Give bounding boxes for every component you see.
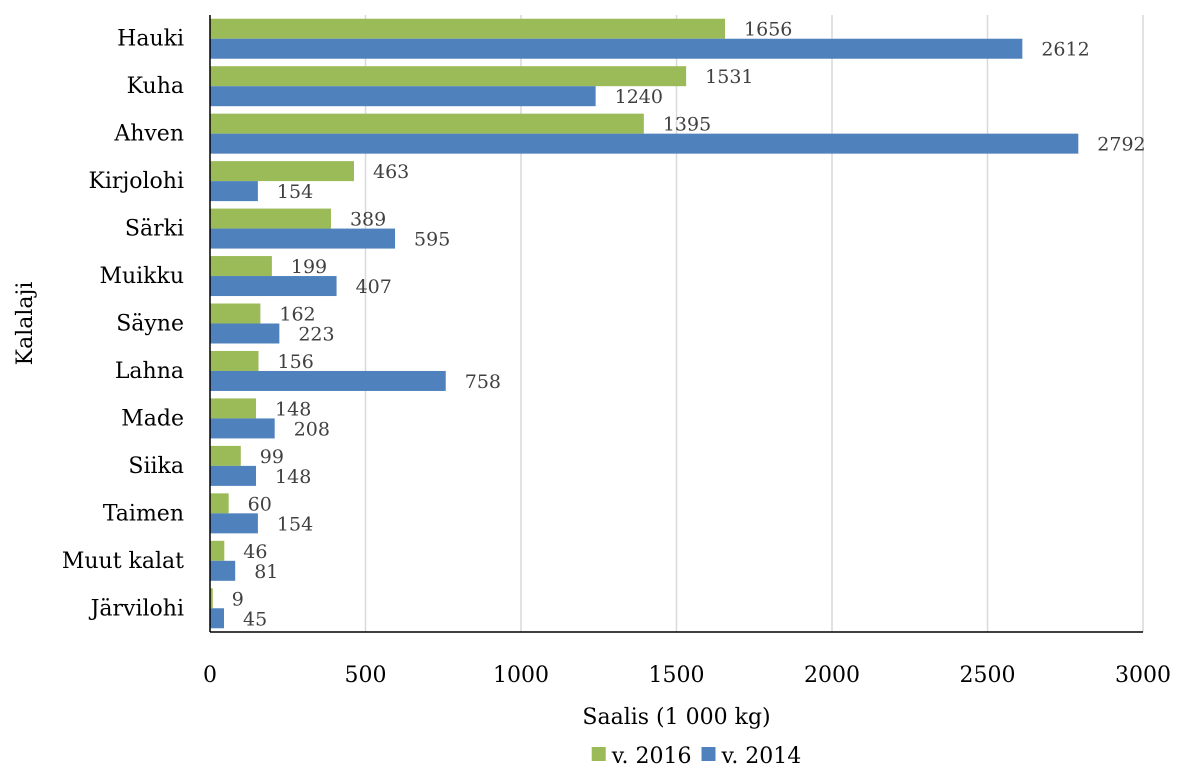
- x-axis-title: Saalis (1 000 kg): [582, 705, 770, 730]
- bar-series2: [210, 181, 258, 202]
- bar-series1: [210, 113, 644, 134]
- bar-series2: [210, 465, 257, 486]
- data-label: 389: [350, 209, 386, 231]
- data-label: 407: [356, 276, 392, 298]
- category-label: Ahven: [113, 122, 184, 147]
- x-tick-label: 2500: [960, 663, 1016, 688]
- category-label: Muikku: [99, 264, 184, 289]
- bar-series2: [210, 513, 258, 534]
- category-label: Siika: [128, 454, 184, 479]
- bar-series1: [210, 493, 229, 514]
- data-label: 46: [243, 541, 267, 563]
- bars: [210, 18, 1079, 629]
- bar-series1: [210, 398, 257, 419]
- bar-series1: [210, 540, 225, 561]
- data-label: 2612: [1041, 39, 1089, 61]
- bar-series1: [210, 256, 272, 277]
- bar-series1: [210, 66, 687, 87]
- category-label: Muut kalat: [62, 549, 184, 574]
- x-tick-label: 2000: [804, 663, 860, 688]
- data-label: 154: [277, 513, 313, 535]
- data-label: 595: [414, 229, 450, 251]
- data-label: 60: [248, 493, 272, 515]
- data-label: 1395: [663, 114, 711, 136]
- data-label: 2792: [1097, 134, 1145, 156]
- data-label: 199: [291, 256, 327, 278]
- category-label: Made: [121, 406, 184, 431]
- bar-series2: [210, 370, 446, 391]
- bar-series1: [210, 208, 331, 229]
- data-label: 99: [260, 446, 284, 468]
- category-label: Säyne: [116, 312, 184, 337]
- category-label: Lahna: [115, 359, 184, 384]
- category-label: Kuha: [127, 74, 184, 99]
- data-label: 208: [294, 418, 330, 440]
- bar-series2: [210, 418, 275, 439]
- data-label: 148: [275, 398, 311, 420]
- x-tick-label: 1000: [493, 663, 549, 688]
- x-tick-label: 500: [345, 663, 387, 688]
- x-tick-label: 1500: [649, 663, 705, 688]
- bar-series1: [210, 445, 241, 466]
- gridlines: [364, 15, 1144, 632]
- bar-series2: [210, 608, 224, 629]
- legend-label: v. 2016: [611, 744, 692, 769]
- bar-series2: [210, 560, 236, 581]
- bar-series1: [210, 303, 261, 324]
- category-labels: Hauki Kuha Ahven Kirjolohi Särki Muikku Säyne L…: [62, 27, 184, 622]
- category-label: Järvilohi: [89, 596, 184, 621]
- data-label: 1531: [705, 66, 753, 88]
- legend-label: v. 2014: [721, 744, 802, 769]
- bar-series2: [210, 133, 1079, 154]
- category-label: Kirjolohi: [88, 169, 184, 194]
- bar-series2: [210, 276, 337, 297]
- axes: [209, 15, 1143, 633]
- bar-series2: [210, 228, 396, 249]
- y-axis-title: Kalalaji: [13, 282, 38, 366]
- data-label: 1656: [744, 19, 792, 41]
- bar-series2: [210, 323, 280, 344]
- data-label: 162: [279, 304, 315, 326]
- bar-series2: [210, 38, 1023, 59]
- data-label: 9: [232, 588, 244, 610]
- bar-series1: [210, 161, 354, 182]
- data-label: 148: [275, 466, 311, 488]
- bar-series1: [210, 588, 213, 609]
- bar-series1: [210, 350, 259, 371]
- x-tick-label: 0: [203, 663, 217, 688]
- category-label: Taimen: [103, 501, 184, 526]
- data-label: 81: [254, 561, 278, 583]
- x-tick-label: 3000: [1115, 663, 1171, 688]
- bar-series2: [210, 86, 596, 107]
- category-label: Särki: [125, 217, 184, 242]
- data-label: 758: [465, 371, 501, 393]
- legend: v. 2016 v. 2014: [591, 744, 802, 769]
- data-label: 154: [277, 181, 313, 203]
- x-tick-labels: 0 500 1000 1500 2000 2500 3000: [203, 663, 1171, 688]
- data-label: 463: [373, 161, 409, 183]
- data-label: 1240: [615, 86, 663, 108]
- legend-swatch: [701, 747, 716, 761]
- bar-series1: [210, 18, 726, 39]
- data-label: 156: [278, 351, 314, 373]
- category-label: Hauki: [117, 27, 184, 52]
- legend-swatch: [591, 747, 606, 761]
- data-label: 45: [243, 608, 267, 630]
- data-label: 223: [298, 324, 334, 346]
